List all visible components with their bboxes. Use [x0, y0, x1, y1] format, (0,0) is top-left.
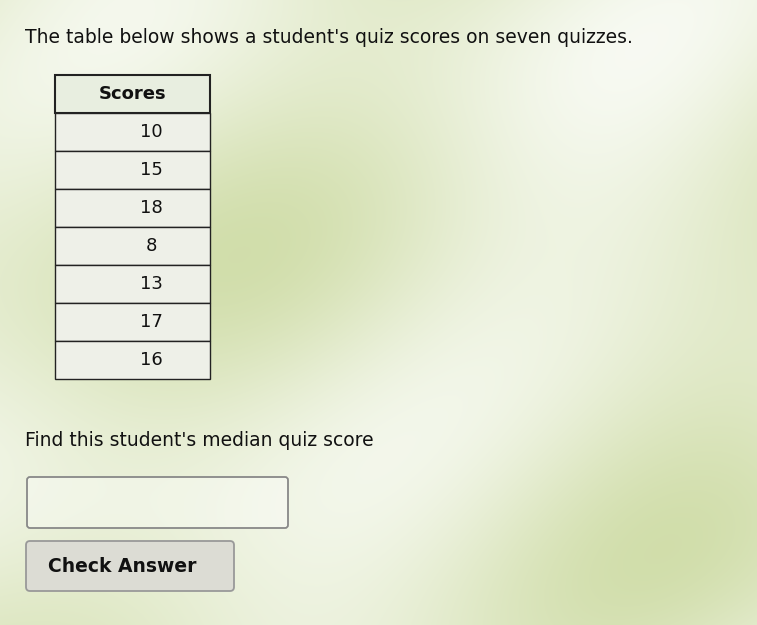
FancyBboxPatch shape [27, 477, 288, 528]
Text: Scores: Scores [98, 85, 167, 103]
Text: Check Answer: Check Answer [48, 556, 196, 576]
Bar [55, 227, 210, 265]
Text: Find this student's median quiz score: Find this student's median quiz score [25, 431, 374, 450]
Bar [55, 341, 210, 379]
Bar [55, 113, 210, 151]
Text: 10: 10 [140, 123, 163, 141]
Text: The table below shows a student's quiz scores on seven quizzes.: The table below shows a student's quiz s… [25, 28, 633, 47]
Text: 18: 18 [140, 199, 163, 217]
Bar [55, 75, 210, 113]
FancyBboxPatch shape [26, 541, 234, 591]
Text: 17: 17 [139, 313, 163, 331]
Bar [55, 265, 210, 303]
Bar [55, 151, 210, 189]
Text: 13: 13 [139, 275, 163, 293]
Bar [55, 303, 210, 341]
Text: 15: 15 [139, 161, 163, 179]
Text: 16: 16 [140, 351, 163, 369]
Bar [55, 189, 210, 227]
Text: 8: 8 [145, 237, 157, 255]
